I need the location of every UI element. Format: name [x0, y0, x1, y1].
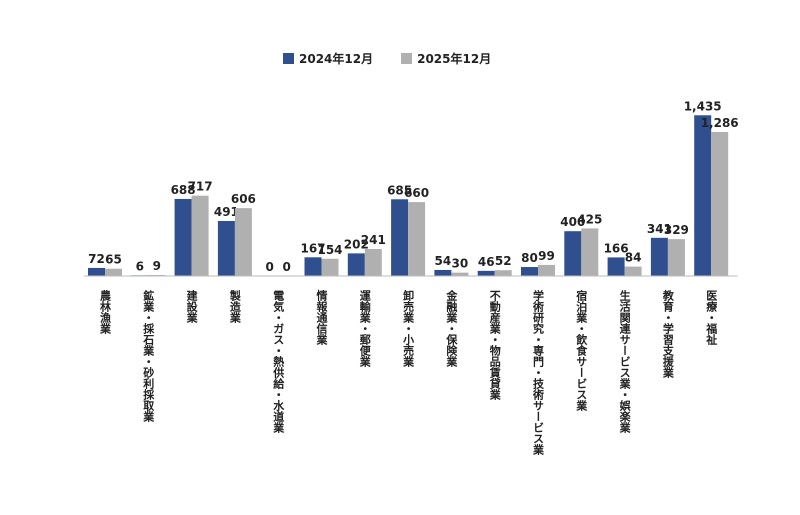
data-label-2024-13: 341 [647, 222, 672, 236]
bar-2024-6 [347, 253, 365, 276]
data-label-2025-5: 154 [317, 243, 342, 257]
category-label-4: 電気・ガス・熱供給・水道業 [272, 290, 286, 434]
bar-2025-2 [191, 195, 209, 276]
data-label-2024-14: 1,435 [684, 99, 722, 113]
bar-2024-3 [217, 221, 235, 276]
category-label-12: 生活関連サービス業・娯楽業 [618, 289, 632, 434]
category-label-14: 医療・福祉 [705, 290, 719, 346]
data-label-2024-3: 491 [214, 205, 239, 219]
bar-2024-14 [694, 115, 712, 276]
data-label-2025-11: 425 [577, 212, 602, 226]
data-label-2024-1: 6 [136, 259, 144, 273]
category-label-3: 製造業 [228, 289, 242, 324]
bar-2025-12 [624, 266, 642, 276]
data-label-2025-7: 660 [404, 186, 429, 200]
bar-2024-11 [564, 231, 582, 276]
data-label-2025-3: 606 [231, 192, 256, 206]
data-label-2024-6: 202 [344, 237, 369, 251]
legend: 2024年12月 2025年12月 [283, 50, 491, 67]
bar-2025-8 [451, 272, 469, 276]
bar-2025-7 [408, 202, 426, 276]
data-label-2024-10: 80 [521, 251, 538, 265]
data-label-2025-1: 9 [153, 259, 161, 273]
legend-label-2024: 2024年12月 [299, 52, 374, 66]
bar-2025-5 [321, 258, 339, 276]
bar-2025-1 [148, 274, 166, 276]
data-label-2025-12: 84 [625, 251, 642, 265]
data-label-2025-8: 30 [452, 257, 469, 271]
legend-item-2025: 2025年12月 [401, 50, 491, 67]
data-label-2025-9: 52 [495, 254, 512, 268]
category-label-1: 鉱業・採石業・砂利採取業 [142, 289, 156, 423]
category-label-10: 学術研究・専門・技術サービス業 [532, 289, 546, 456]
legend-swatch-2024 [283, 53, 294, 64]
legend-label-2025: 2025年12月 [417, 52, 492, 66]
category-label-11: 宿泊業・飲食サービス業 [575, 289, 589, 412]
bar-2025-3 [234, 208, 252, 276]
data-label-2025-0: 65 [105, 253, 122, 267]
legend-swatch-2025 [401, 53, 413, 64]
data-label-2025-2: 717 [188, 180, 213, 194]
legend-item-2024: 2024年12月 [283, 50, 373, 67]
data-label-2025-6: 241 [361, 233, 386, 247]
category-label-2: 建設業 [185, 289, 199, 324]
bar-2025-6 [364, 249, 382, 276]
data-label-2024-4: 0 [266, 260, 274, 274]
bar-2024-7 [391, 199, 409, 276]
category-label-0: 農林漁業 [99, 289, 113, 335]
bar-2024-9 [477, 270, 495, 276]
category-label-9: 不動産業・物品賃貸業 [488, 290, 502, 401]
bar-2025-11 [581, 228, 599, 276]
bar-2024-10 [521, 267, 538, 276]
bar-2024-12 [607, 257, 625, 276]
data-label-2024-11: 400 [560, 215, 585, 229]
data-label-2024-9: 46 [478, 255, 495, 269]
category-label-13: 教育・学習支援業 [661, 289, 675, 379]
bar-2024-8 [434, 269, 452, 276]
data-label-2025-4: 0 [283, 260, 291, 274]
bar-2025-14 [711, 131, 729, 276]
bar-2024-13 [650, 237, 668, 276]
category-label-5: 情報通信業 [315, 289, 329, 346]
bar-2024-0 [88, 267, 105, 276]
category-label-6: 運輸業・郵便業 [358, 290, 372, 368]
bar-2025-9 [494, 270, 512, 276]
bar-2024-5 [304, 257, 322, 276]
data-label-2024-7: 685 [387, 183, 412, 197]
category-label-7: 卸売業・小売業 [402, 289, 416, 368]
bar-2024-2 [174, 198, 192, 276]
bar-2025-13 [667, 239, 685, 276]
data-label-2024-5: 167 [300, 241, 325, 255]
data-label-2024-12: 166 [604, 241, 629, 255]
data-label-2025-10: 99 [538, 249, 555, 263]
bar-2025-0 [105, 268, 122, 276]
data-label-2024-0: 72 [88, 252, 105, 266]
data-label-2025-14: 1,286 [701, 116, 739, 130]
data-label-2025-13: 329 [664, 223, 689, 237]
data-label-2024-2: 688 [171, 183, 196, 197]
bar-2025-10 [538, 264, 555, 276]
category-label-8: 金融業・保険業 [445, 289, 459, 368]
data-label-2024-8: 54 [435, 254, 452, 268]
